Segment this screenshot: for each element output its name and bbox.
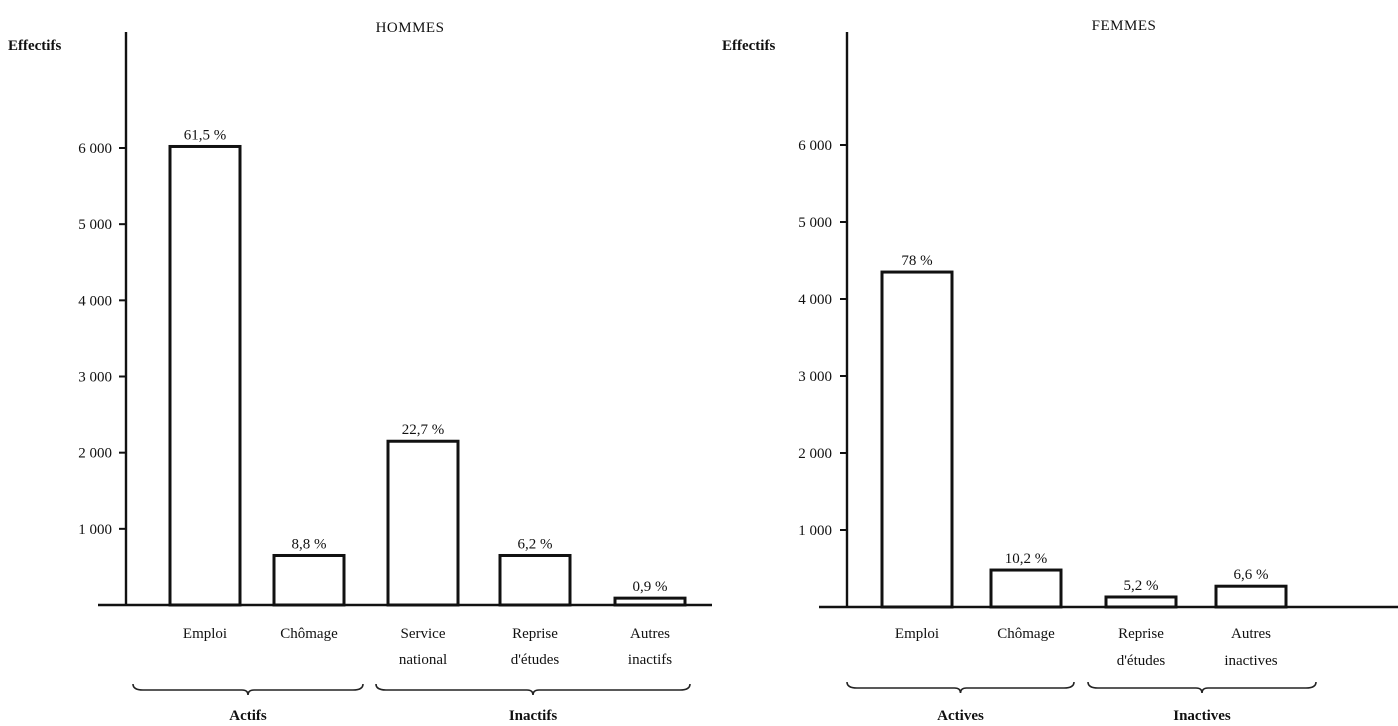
hommes-y-tick-label: 6 000 [78,141,112,157]
femmes-y-tick-label: 5 000 [798,215,832,231]
femmes-bar-data-label: 78 % [901,253,932,269]
hommes-category-label: Emploi [183,626,227,642]
femmes-y-tick-label: 1 000 [798,523,832,539]
hommes-bar [613,596,687,607]
hommes-bar [498,553,572,607]
femmes-bar [1104,595,1178,609]
hommes-y-tick-label: 3 000 [78,370,112,386]
femmes-category-label: Autres [1231,626,1271,642]
femmes-group-brace [1087,681,1317,694]
hommes-category-label: Reprise [512,626,558,642]
hommes-bar [386,439,460,607]
hommes-category-label: Service [401,626,446,642]
hommes-bar-data-label: 61,5 % [184,127,227,143]
femmes-y-tick-label: 3 000 [798,369,832,385]
hommes-bar [272,553,346,607]
femmes-bar [989,568,1063,609]
femmes-category-label: Emploi [895,626,939,642]
femmes-bar-data-label: 6,6 % [1234,567,1269,583]
hommes-bar-data-label: 0,9 % [633,579,668,595]
femmes-group-label: Actives [937,708,984,724]
hommes-group-label: Inactifs [509,708,557,724]
hommes-group-label: Actifs [229,708,267,724]
femmes-category-label: Reprise [1118,626,1164,642]
femmes-bar-data-label: 5,2 % [1124,578,1159,594]
femmes-bar-data-label: 10,2 % [1005,551,1048,567]
hommes-category-label: inactifs [628,652,672,668]
hommes-bar-data-label: 8,8 % [292,536,327,552]
hommes-bar [168,144,242,607]
femmes-y-tick-label: 4 000 [798,292,832,308]
femmes-category-label: Chômage [997,626,1055,642]
hommes-bar-data-label: 22,7 % [402,422,445,438]
hommes-bar-data-label: 6,2 % [518,536,553,552]
hommes-y-tick-label: 1 000 [78,522,112,538]
femmes-bar [880,270,954,609]
femmes-category-label: d'études [1117,653,1166,669]
femmes-category-label: inactives [1224,653,1277,669]
hommes-category-label: Autres [630,626,670,642]
femmes-chart: FEMMES Effectifs 1 000 2 000 3 000 4 000 5 000… [722,18,1398,724]
femmes-bar [1214,584,1288,609]
hommes-y-tick-label: 4 000 [78,293,112,309]
hommes-category-label: d'études [511,652,560,668]
hommes-y-tick-label: 5 000 [78,217,112,233]
hommes-y-axis-label: Effectifs [8,38,61,54]
hommes-group-brace [132,683,364,696]
femmes-chart-title: FEMMES [1092,18,1157,34]
femmes-y-tick-label: 2 000 [798,446,832,462]
femmes-y-axis-label: Effectifs [722,38,775,54]
hommes-y-tick-label: 2 000 [78,446,112,462]
hommes-chart-title: HOMMES [376,20,445,36]
femmes-group-brace [846,681,1075,694]
hommes-group-brace [375,683,691,696]
hommes-chart: HOMMES Effectifs 1 000 2 000 3 000 4 000 5 000… [8,20,712,724]
hommes-category-label: Chômage [280,626,338,642]
femmes-group-label: Inactives [1173,708,1231,724]
hommes-category-label: national [399,652,447,668]
femmes-y-tick-label: 6 000 [798,138,832,154]
